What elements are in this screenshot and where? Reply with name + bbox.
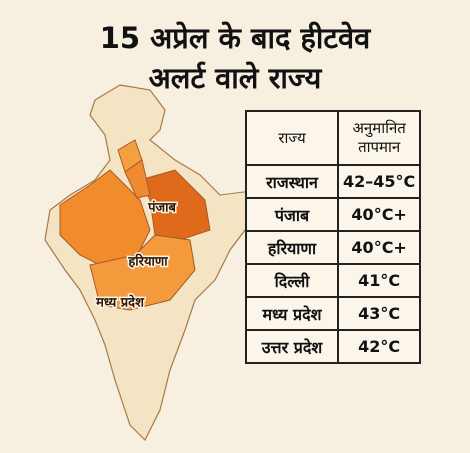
- map-label: हरियाणा: [127, 254, 168, 270]
- header-row: राज्य अनुमानित तापमान: [245, 110, 422, 166]
- table-row: हरियाणा 40°C+: [245, 230, 422, 265]
- table-row: राजस्थान 42–45°C: [245, 164, 422, 199]
- temperature-cell: 43°C: [336, 296, 422, 331]
- state-cell: दिल्ली: [245, 263, 339, 298]
- temperature-cell: 41°C: [336, 263, 422, 298]
- title-line: 15 अप्रेल के बाद हीटवेव: [99, 21, 371, 55]
- madhya-pradesh: [89, 234, 196, 311]
- map-label: पंजाब: [147, 200, 176, 216]
- table-row: पंजाब 40°C+: [245, 197, 422, 232]
- temperature-cell: 40°C+: [336, 230, 422, 265]
- table-row: दिल्ली 41°C: [245, 263, 422, 298]
- title: 15 अप्रेल के बाद हीटवेव अलर्ट वाले राज्य: [0, 18, 470, 98]
- state-cell: हरियाणा: [245, 230, 339, 265]
- header-cell: राज्य: [245, 110, 339, 166]
- haryana: [124, 159, 151, 199]
- rajasthan: [59, 169, 151, 271]
- table-row: मध्य प्रदेश 43°C: [245, 296, 422, 331]
- title-line: अलर्ट वाले राज्य: [148, 61, 322, 95]
- temperature-cell: 40°C+: [336, 197, 422, 232]
- temperature-cell: 42–45°C: [336, 164, 422, 199]
- map-label: मध्य प्रदेश: [95, 295, 145, 311]
- state-cell: उत्तर प्रदेश: [245, 329, 339, 364]
- temperature-table: राज्य अनुमानित तापमान राजस्थान 42–45°C पंज…: [245, 110, 422, 364]
- state-cell: पंजाब: [245, 197, 339, 232]
- header-cell: अनुमानित तापमान: [336, 110, 422, 166]
- uttar-pradesh: [139, 169, 211, 241]
- table-row: उत्तर प्रदेश 42°C: [245, 329, 422, 364]
- state-cell: राजस्थान: [245, 164, 339, 199]
- temperature-cell: 42°C: [336, 329, 422, 364]
- state-cell: मध्य प्रदेश: [245, 296, 339, 331]
- table-body: राज्य अनुमानित तापमान राजस्थान 42–45°C पंज…: [245, 110, 422, 364]
